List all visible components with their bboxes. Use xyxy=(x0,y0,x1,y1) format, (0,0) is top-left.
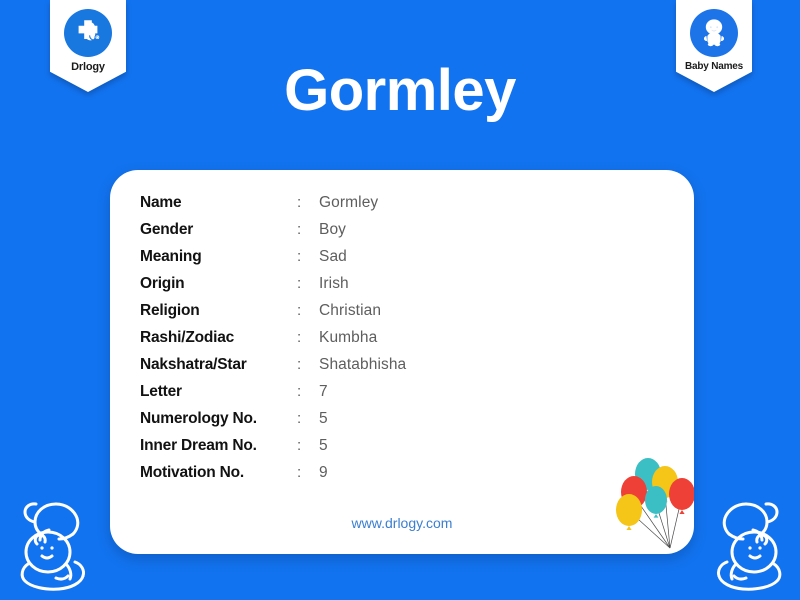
table-row: Numerology No. : 5 xyxy=(140,410,406,437)
drlogy-badge-label: Drlogy xyxy=(71,61,105,73)
baby-names-badge[interactable]: Baby Names xyxy=(676,0,752,92)
table-row: Letter : 7 xyxy=(140,383,406,410)
row-label: Name xyxy=(140,194,182,211)
balloons-cluster-icon xyxy=(608,448,694,553)
svg-text:D: D xyxy=(96,35,99,39)
row-value: Sad xyxy=(319,248,347,265)
row-label: Religion xyxy=(140,302,200,319)
row-label: Gender xyxy=(140,221,194,238)
row-value: Kumbha xyxy=(319,329,378,346)
row-value: 5 xyxy=(319,410,328,427)
row-label: Letter xyxy=(140,383,182,400)
ribbon-shape: Baby Names xyxy=(676,0,752,92)
table-row: Name : Gormley xyxy=(140,194,406,221)
row-label: Meaning xyxy=(140,248,202,265)
table-row: Inner Dream No. : 5 xyxy=(140,437,406,464)
table-row: Religion : Christian xyxy=(140,302,406,329)
row-separator: : xyxy=(297,329,302,346)
table-row: Origin : Irish xyxy=(140,275,406,302)
ribbon-shape: D Drlogy xyxy=(50,0,126,92)
row-value: Boy xyxy=(319,221,347,238)
row-value: Shatabhisha xyxy=(319,356,407,373)
mother-and-baby-icon xyxy=(6,494,110,598)
row-separator: : xyxy=(297,464,302,481)
row-separator: : xyxy=(297,248,302,265)
row-separator: : xyxy=(297,221,302,238)
doctor-logo-icon: D xyxy=(64,9,112,57)
row-label: Numerology No. xyxy=(140,410,257,427)
table-row: Nakshatra/Star : Shatabhisha xyxy=(140,356,406,383)
row-separator: : xyxy=(297,302,302,319)
row-separator: : xyxy=(297,410,302,427)
drlogy-brand-badge[interactable]: D Drlogy xyxy=(50,0,126,92)
row-separator: : xyxy=(297,437,302,454)
table-row: Gender : Boy xyxy=(140,221,406,248)
row-separator: : xyxy=(297,194,302,211)
detail-rows: Name : Gormley Gender : Boy Meaning : Sa… xyxy=(140,194,406,491)
name-detail-card: Name : Gormley Gender : Boy Meaning : Sa… xyxy=(110,170,694,554)
baby-icon xyxy=(690,9,738,57)
row-label: Motivation No. xyxy=(140,464,244,481)
row-value: 5 xyxy=(319,437,328,454)
row-label: Rashi/Zodiac xyxy=(140,329,235,346)
table-row: Motivation No. : 9 xyxy=(140,464,406,491)
website-url[interactable]: www.drlogy.com xyxy=(351,515,453,531)
baby-names-badge-label: Baby Names xyxy=(684,61,744,72)
row-label: Inner Dream No. xyxy=(140,437,257,454)
row-value: Christian xyxy=(319,302,382,319)
row-label: Origin xyxy=(140,275,185,292)
row-separator: : xyxy=(297,383,302,400)
table-row: Meaning : Sad xyxy=(140,248,406,275)
row-separator: : xyxy=(297,356,302,373)
table-row: Rashi/Zodiac : Kumbha xyxy=(140,329,406,356)
row-value: 7 xyxy=(319,383,328,400)
mother-and-baby-icon xyxy=(692,494,796,598)
row-label: Nakshatra/Star xyxy=(140,356,247,373)
row-separator: : xyxy=(297,275,302,292)
row-value: Irish xyxy=(319,275,349,292)
row-value: Gormley xyxy=(319,194,379,211)
page-title: Gormley xyxy=(284,58,516,123)
row-value: 9 xyxy=(319,464,328,481)
